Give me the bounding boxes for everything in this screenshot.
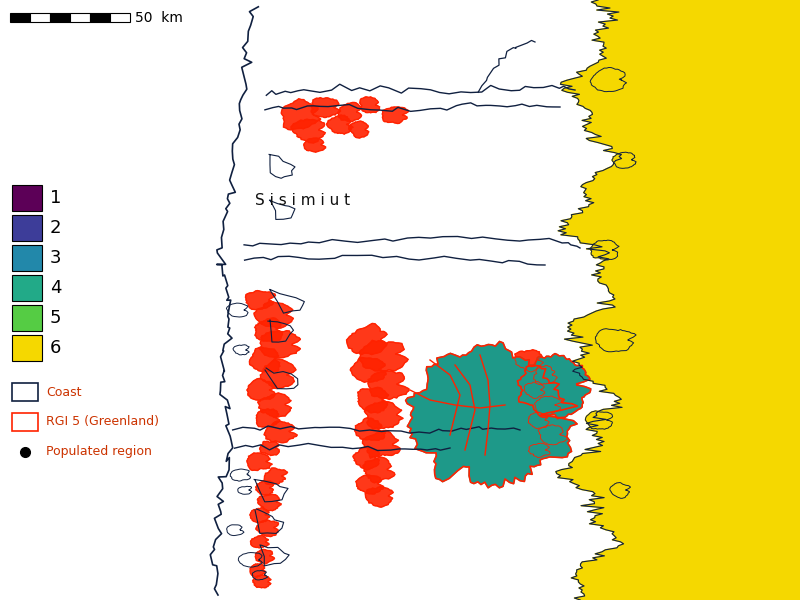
Polygon shape xyxy=(247,379,276,400)
Polygon shape xyxy=(360,97,380,113)
Polygon shape xyxy=(534,365,558,385)
Polygon shape xyxy=(382,107,409,124)
Bar xyxy=(30,13,50,22)
Bar xyxy=(110,13,130,22)
Polygon shape xyxy=(590,67,626,92)
Polygon shape xyxy=(595,329,636,352)
Polygon shape xyxy=(260,359,296,389)
Polygon shape xyxy=(250,347,280,372)
Bar xyxy=(12,335,42,361)
Polygon shape xyxy=(354,418,386,440)
Text: Populated region: Populated region xyxy=(46,445,152,458)
Polygon shape xyxy=(368,371,409,400)
Polygon shape xyxy=(260,441,279,455)
Polygon shape xyxy=(359,340,408,371)
Polygon shape xyxy=(258,393,291,418)
Polygon shape xyxy=(256,409,280,427)
Bar xyxy=(12,275,42,301)
Polygon shape xyxy=(338,103,362,122)
Text: 1: 1 xyxy=(50,189,62,207)
Bar xyxy=(12,305,42,331)
Bar xyxy=(70,13,90,22)
Polygon shape xyxy=(255,550,274,564)
Text: 5: 5 xyxy=(50,309,62,327)
Polygon shape xyxy=(254,318,282,341)
Polygon shape xyxy=(528,412,549,429)
Text: 3: 3 xyxy=(50,249,62,267)
Polygon shape xyxy=(291,119,326,143)
Bar xyxy=(12,185,42,211)
Polygon shape xyxy=(356,475,383,494)
Bar xyxy=(10,13,30,22)
Bar xyxy=(12,413,38,431)
Bar xyxy=(50,13,70,22)
Polygon shape xyxy=(256,481,274,495)
Polygon shape xyxy=(264,468,288,485)
Polygon shape xyxy=(346,323,387,355)
Polygon shape xyxy=(264,421,298,443)
Text: S i s i m i u t: S i s i m i u t xyxy=(255,193,350,208)
Bar xyxy=(12,245,42,271)
Polygon shape xyxy=(250,508,270,523)
Text: 6: 6 xyxy=(50,339,62,357)
Polygon shape xyxy=(612,152,636,169)
Polygon shape xyxy=(366,487,394,507)
Polygon shape xyxy=(311,98,341,118)
Text: 50  km: 50 km xyxy=(135,10,183,25)
Bar xyxy=(12,383,38,401)
Polygon shape xyxy=(534,396,562,415)
Polygon shape xyxy=(326,115,353,134)
Bar xyxy=(12,215,42,241)
Polygon shape xyxy=(524,382,545,398)
Polygon shape xyxy=(514,350,543,372)
Polygon shape xyxy=(253,575,271,588)
Polygon shape xyxy=(247,453,272,470)
Polygon shape xyxy=(586,411,613,429)
Text: 4: 4 xyxy=(50,279,62,297)
Polygon shape xyxy=(364,401,403,429)
Polygon shape xyxy=(362,430,400,458)
Bar xyxy=(90,13,110,22)
Polygon shape xyxy=(259,331,301,358)
Polygon shape xyxy=(304,138,326,152)
Polygon shape xyxy=(358,388,389,413)
Polygon shape xyxy=(518,353,590,419)
Polygon shape xyxy=(250,535,269,548)
Polygon shape xyxy=(258,494,281,511)
Polygon shape xyxy=(282,99,321,130)
Polygon shape xyxy=(538,425,567,445)
Polygon shape xyxy=(254,301,294,328)
Polygon shape xyxy=(406,341,578,488)
Polygon shape xyxy=(610,482,630,499)
Text: 2: 2 xyxy=(50,219,62,237)
Polygon shape xyxy=(349,121,369,138)
Polygon shape xyxy=(363,457,395,483)
Polygon shape xyxy=(353,447,380,470)
Polygon shape xyxy=(256,520,278,536)
Polygon shape xyxy=(250,564,266,577)
Polygon shape xyxy=(528,443,550,458)
Text: RGI 5 (Greenland): RGI 5 (Greenland) xyxy=(46,415,159,428)
Polygon shape xyxy=(590,240,619,260)
Polygon shape xyxy=(246,290,275,310)
Polygon shape xyxy=(350,358,386,382)
Text: Coast: Coast xyxy=(46,385,82,398)
